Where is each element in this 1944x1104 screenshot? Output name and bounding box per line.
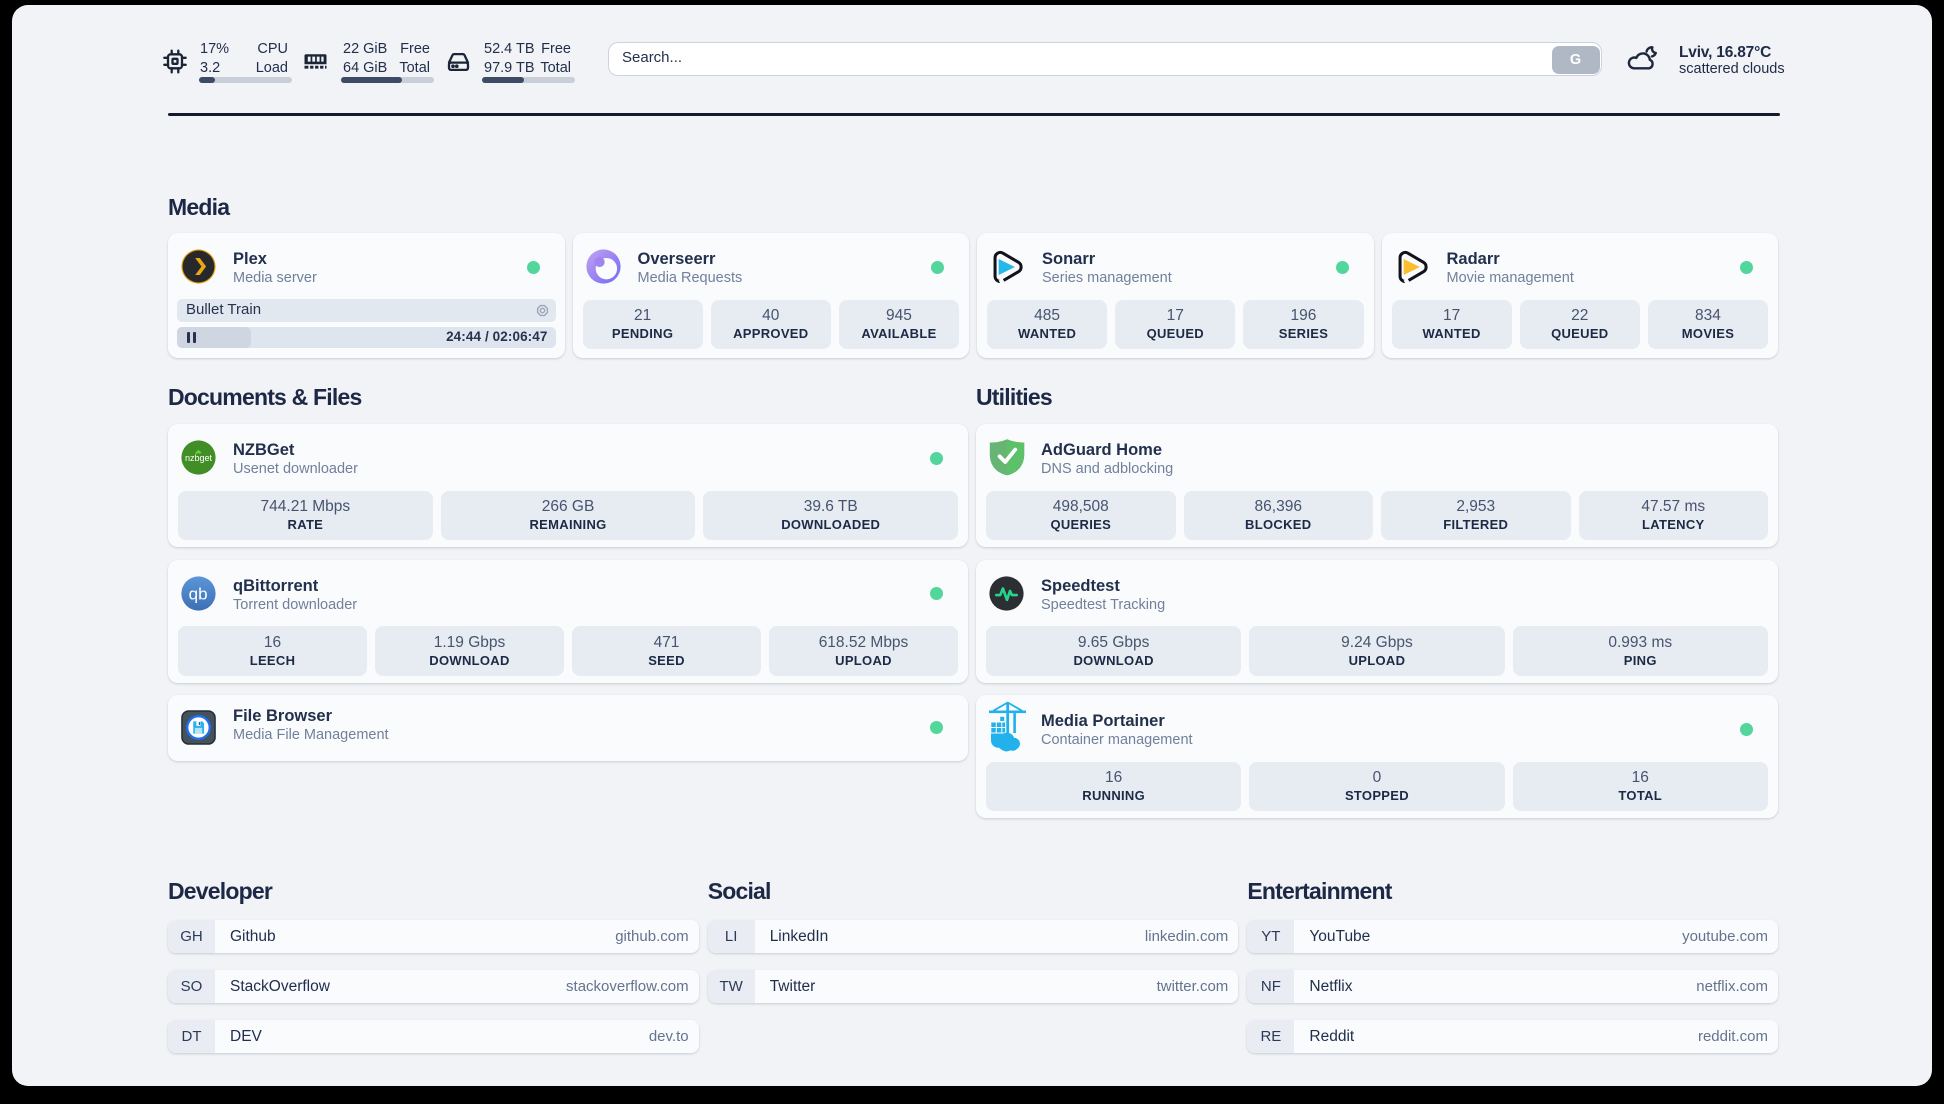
svg-text:nzbget: nzbget <box>185 453 213 463</box>
svg-text:qb: qb <box>189 584 208 603</box>
